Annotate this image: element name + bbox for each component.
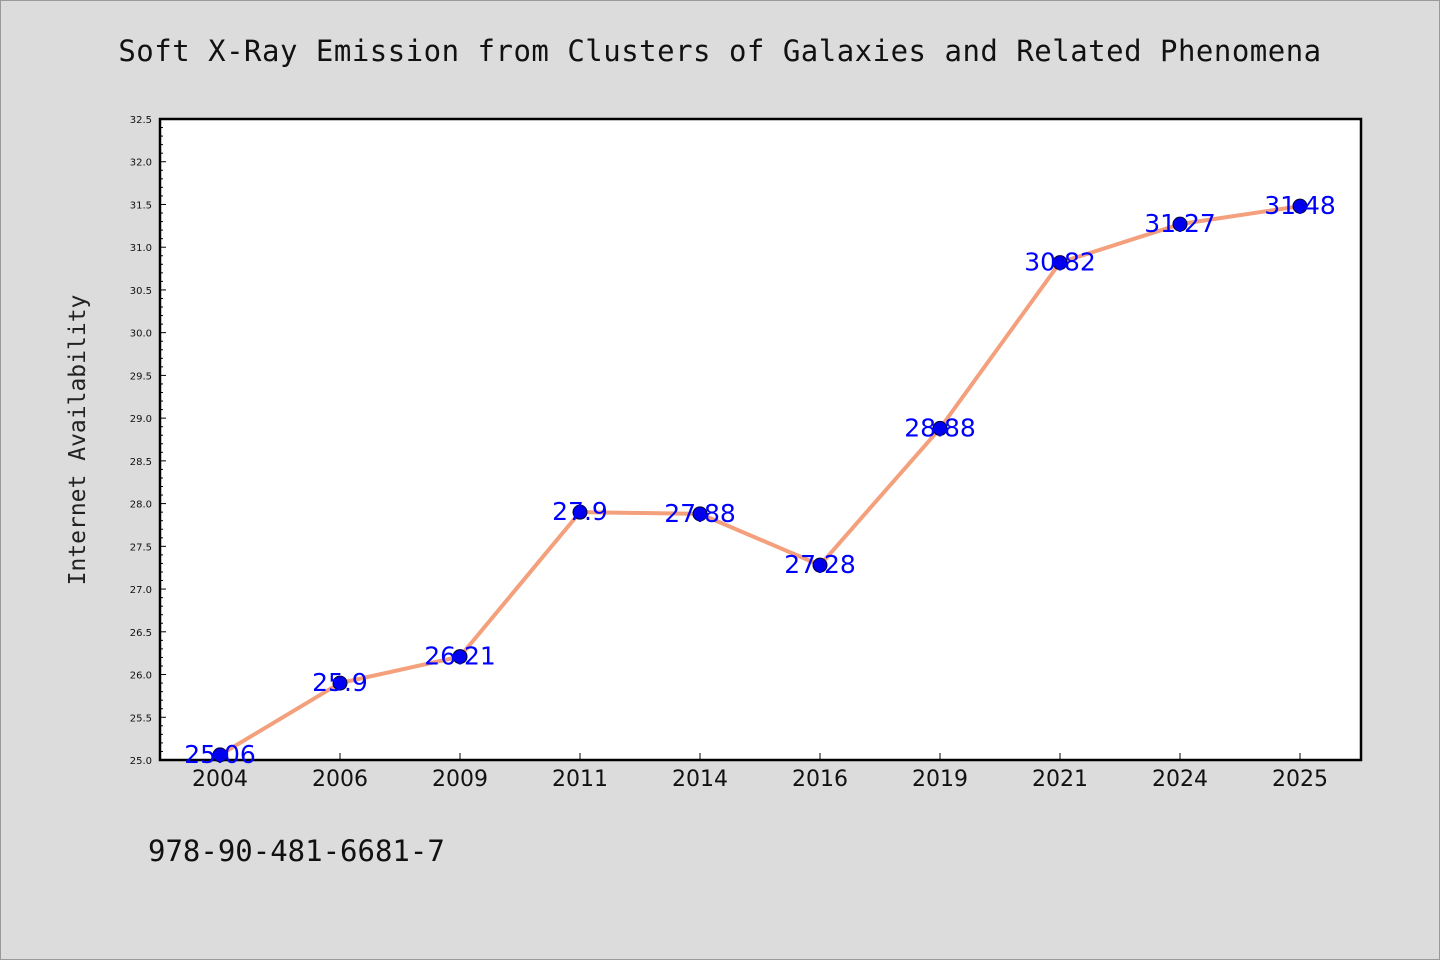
y-tick-label: 30.0 [130, 329, 152, 340]
series-line [218, 204, 1302, 757]
y-tick-label: 31.5 [130, 200, 152, 211]
data-point [572, 504, 588, 520]
data-point [1292, 198, 1308, 214]
y-tick-label: 25.5 [130, 713, 152, 724]
data-label: 31.27 [1144, 209, 1216, 238]
chart-title: Soft X-Ray Emission from Clusters of Gal… [118, 34, 1322, 68]
x-tick-label: 2016 [792, 767, 848, 792]
isbn-text: 978-90-481-6681-7 [148, 834, 445, 868]
y-tick-label: 29.0 [130, 414, 152, 425]
data-label: 26.21 [424, 642, 496, 671]
data-label: 28.88 [904, 413, 976, 442]
y-tick-label: 28.0 [130, 500, 152, 511]
y-tick-label: 32.0 [130, 158, 152, 169]
y-tick-label: 27.0 [130, 585, 152, 596]
y-tick-label: 31.0 [130, 243, 152, 254]
y-tick-label: 25.0 [130, 756, 152, 767]
x-tick-label: 2009 [432, 767, 488, 792]
y-tick-label: 28.5 [130, 457, 152, 468]
data-label: 27.28 [784, 550, 856, 579]
plot-border [158, 117, 1363, 762]
data-label: 27.88 [664, 499, 736, 528]
y-tick-label: 29.5 [130, 371, 152, 382]
x-tick-label: 2021 [1032, 767, 1088, 792]
data-point [212, 747, 228, 763]
data-point [1052, 255, 1068, 271]
y-tick-label: 32.5 [130, 115, 152, 126]
x-tick-label: 2025 [1272, 767, 1328, 792]
data-label: 25.9 [312, 668, 368, 697]
y-tick-label: 30.5 [130, 286, 152, 297]
plot-area [160, 119, 1361, 760]
x-tick-label: 2019 [912, 767, 968, 792]
data-label: 27.9 [552, 497, 608, 526]
x-tick-label: 2006 [312, 767, 368, 792]
data-point [812, 557, 828, 573]
data-label: 25.06 [184, 740, 256, 769]
data-point [932, 420, 948, 436]
y-tick-label: 26.0 [130, 671, 152, 682]
data-point [692, 506, 708, 522]
y-tick-label: 27.5 [130, 542, 152, 553]
data-label: 31.48 [1264, 191, 1336, 220]
x-tick-label: 2011 [552, 767, 608, 792]
data-label: 30.82 [1024, 248, 1096, 277]
x-tick-label: 2014 [672, 767, 728, 792]
x-tick-label: 2024 [1152, 767, 1208, 792]
y-tick-label: 26.5 [130, 628, 152, 639]
data-point [332, 675, 348, 691]
x-tick-label: 2004 [192, 767, 248, 792]
data-point [1172, 216, 1188, 232]
data-point [452, 649, 468, 665]
